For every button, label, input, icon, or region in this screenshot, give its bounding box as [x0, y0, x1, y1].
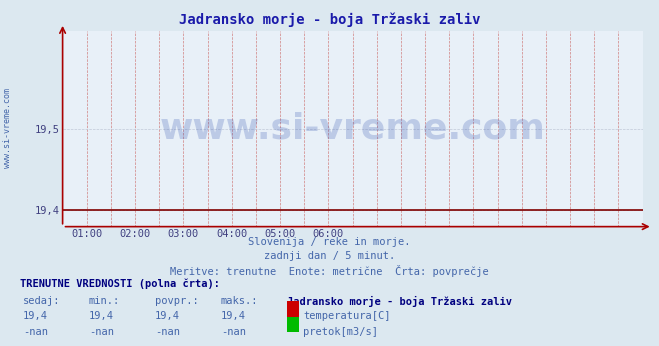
Text: Jadransko morje - boja Tržaski zaliv: Jadransko morje - boja Tržaski zaliv	[179, 12, 480, 27]
Text: min.:: min.:	[89, 296, 120, 306]
Text: TRENUTNE VREDNOSTI (polna črta):: TRENUTNE VREDNOSTI (polna črta):	[20, 279, 219, 289]
Text: temperatura[C]: temperatura[C]	[303, 311, 391, 321]
Text: -nan: -nan	[23, 327, 48, 337]
Text: zadnji dan / 5 minut.: zadnji dan / 5 minut.	[264, 251, 395, 261]
Text: 19,4: 19,4	[221, 311, 246, 321]
Text: -nan: -nan	[155, 327, 180, 337]
Text: 19,4: 19,4	[155, 311, 180, 321]
Text: www.si-vreme.com: www.si-vreme.com	[3, 88, 13, 168]
Text: -nan: -nan	[89, 327, 114, 337]
Text: povpr.:: povpr.:	[155, 296, 198, 306]
Text: Slovenija / reke in morje.: Slovenija / reke in morje.	[248, 237, 411, 247]
Text: 19,4: 19,4	[23, 311, 48, 321]
Text: sedaj:: sedaj:	[23, 296, 61, 306]
Text: Meritve: trenutne  Enote: metrične  Črta: povprečje: Meritve: trenutne Enote: metrične Črta: …	[170, 265, 489, 277]
Text: maks.:: maks.:	[221, 296, 258, 306]
Text: -nan: -nan	[221, 327, 246, 337]
Text: pretok[m3/s]: pretok[m3/s]	[303, 327, 378, 337]
Text: 19,4: 19,4	[89, 311, 114, 321]
Text: www.si-vreme.com: www.si-vreme.com	[159, 112, 546, 146]
Text: Jadransko morje - boja Tržaski zaliv: Jadransko morje - boja Tržaski zaliv	[287, 296, 511, 307]
